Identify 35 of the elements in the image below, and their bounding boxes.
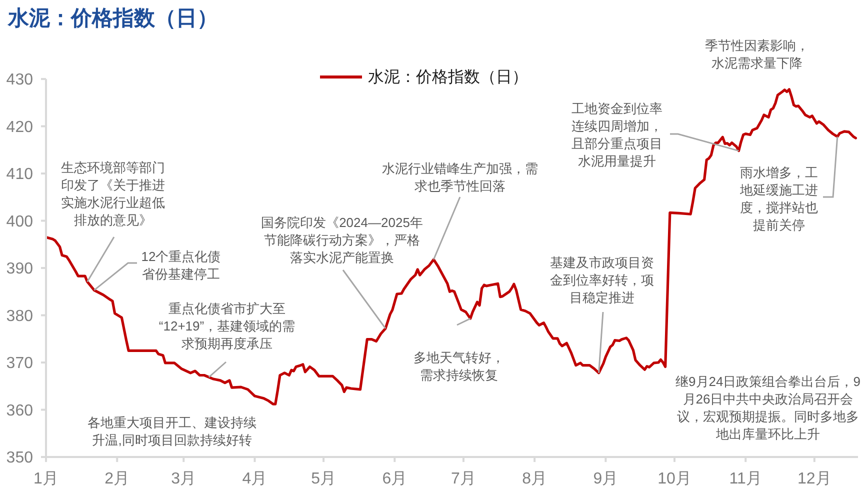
x-tick-label: 3月	[171, 470, 196, 488]
y-tick-label: 420	[6, 118, 34, 136]
annotation: 多地天气转好，需求持续恢复	[414, 350, 504, 382]
x-tick-label: 7月	[451, 470, 476, 488]
y-tick-label: 390	[6, 260, 34, 278]
legend-label: 水泥：价格指数（日）	[368, 68, 528, 86]
x-tick-label: 9月	[593, 470, 618, 488]
y-tick-label: 350	[6, 450, 34, 467]
annotation: 工地资金到位率连续四周增加，且部分重点项目水泥用量提升	[572, 100, 662, 168]
y-tick-label: 360	[6, 402, 34, 420]
y-tick-label: 400	[6, 213, 34, 230]
annotation: 生态环境部等部门印发了《关于推进实施水泥行业超低排放的意见》	[61, 160, 165, 227]
x-tick-label: 6月	[382, 470, 408, 488]
annotation: 水泥行业错峰生产加强，需求也季节性回落	[382, 160, 538, 193]
text: 季节性因素影响，水泥需求量下降	[705, 38, 809, 70]
x-tick-label: 12月	[798, 470, 832, 488]
annotation: 各地重大项目开工、建设持续升温,同时项目回款持续好转	[88, 414, 256, 447]
y-tick-label: 370	[6, 355, 34, 372]
annotation: 雨水增多，工地延缓施工进度，搅拌站也提前关停	[739, 164, 818, 232]
y-tick-label: 430	[6, 72, 34, 89]
annotation: 基建及市政项目资金到位率好转，项目稳定推进	[550, 254, 654, 304]
x-tick-label: 8月	[522, 470, 548, 488]
x-tick-label: 11月	[729, 470, 762, 488]
annotation: 重点化债省市扩大至“12+19”，基建领域的需求预期再度承压	[158, 300, 296, 350]
chart-title: 水泥：价格指数（日）	[7, 6, 218, 30]
annotation: 12个重点化债省份基建停工	[141, 248, 221, 281]
y-tick-label: 410	[6, 166, 34, 184]
annotation: 国务院印发《2024—2025年节能降碳行动方案》，严格落实水泥产能置换	[261, 214, 423, 264]
x-tick-label: 2月	[104, 470, 130, 488]
x-tick-label: 5月	[311, 470, 336, 488]
annotation: 继9月24日政策组合拳出台后，9月26日中共中央政治局召开会议，宏观预期提振。同时多地多地出库量环比上升	[676, 374, 860, 441]
x-tick-label: 4月	[242, 470, 268, 488]
x-tick-label: 1月	[34, 470, 58, 488]
x-tick-label: 10月	[658, 470, 692, 488]
y-tick-label: 380	[6, 308, 34, 325]
